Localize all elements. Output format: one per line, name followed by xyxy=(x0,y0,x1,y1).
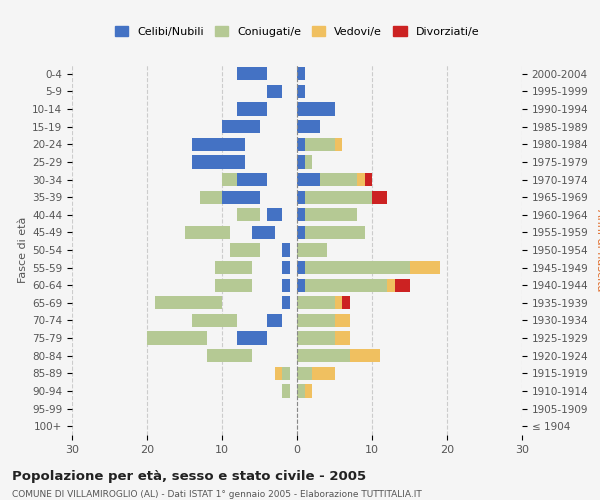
Bar xyxy=(305,190,372,204)
Bar xyxy=(297,278,305,292)
Bar xyxy=(342,296,349,310)
Bar xyxy=(395,278,409,292)
Bar xyxy=(387,278,395,292)
Bar xyxy=(365,173,372,186)
Bar xyxy=(222,314,229,327)
Bar xyxy=(237,332,267,344)
Bar xyxy=(282,244,290,256)
Bar xyxy=(297,226,305,239)
Bar xyxy=(215,261,252,274)
Bar xyxy=(252,226,275,239)
Bar xyxy=(372,190,387,204)
Bar xyxy=(192,138,245,151)
Bar xyxy=(229,244,260,256)
Y-axis label: Anni di nascita: Anni di nascita xyxy=(595,209,600,291)
Bar xyxy=(409,261,439,274)
Bar xyxy=(335,296,342,310)
Bar xyxy=(237,208,260,222)
Bar xyxy=(335,332,349,344)
Bar xyxy=(349,349,380,362)
Bar xyxy=(297,102,335,116)
Bar xyxy=(297,244,327,256)
Text: COMUNE DI VILLAMIROGLIO (AL) - Dati ISTAT 1° gennaio 2005 - Elaborazione TUTTITA: COMUNE DI VILLAMIROGLIO (AL) - Dati ISTA… xyxy=(12,490,422,499)
Bar xyxy=(215,278,252,292)
Bar xyxy=(185,226,229,239)
Bar xyxy=(305,156,312,168)
Bar xyxy=(199,190,229,204)
Bar xyxy=(297,332,335,344)
Bar xyxy=(237,67,267,80)
Bar xyxy=(267,208,282,222)
Bar xyxy=(229,138,237,151)
Bar xyxy=(297,190,305,204)
Bar xyxy=(320,173,357,186)
Bar xyxy=(267,85,282,98)
Bar xyxy=(282,384,290,398)
Bar xyxy=(297,314,335,327)
Y-axis label: Fasce di età: Fasce di età xyxy=(18,217,28,283)
Bar xyxy=(237,102,267,116)
Bar xyxy=(335,314,349,327)
Bar xyxy=(297,349,349,362)
Bar xyxy=(305,261,409,274)
Bar xyxy=(297,366,312,380)
Bar xyxy=(155,296,222,310)
Bar xyxy=(237,173,267,186)
Bar xyxy=(297,156,305,168)
Bar xyxy=(297,296,335,310)
Bar xyxy=(222,173,245,186)
Bar xyxy=(305,384,312,398)
Bar xyxy=(297,261,305,274)
Bar xyxy=(297,120,320,134)
Bar xyxy=(229,173,237,186)
Bar xyxy=(357,173,365,186)
Bar xyxy=(305,226,365,239)
Bar xyxy=(192,314,237,327)
Bar xyxy=(282,278,290,292)
Bar xyxy=(305,278,387,292)
Bar xyxy=(199,226,215,239)
Bar xyxy=(147,332,207,344)
Bar xyxy=(222,120,260,134)
Bar xyxy=(215,190,222,204)
Bar xyxy=(297,138,305,151)
Bar xyxy=(222,190,260,204)
Bar xyxy=(335,138,342,151)
Legend: Celibi/Nubili, Coniugati/e, Vedovi/e, Divorziati/e: Celibi/Nubili, Coniugati/e, Vedovi/e, Di… xyxy=(112,22,482,40)
Bar xyxy=(297,384,305,398)
Bar xyxy=(207,296,215,310)
Bar xyxy=(305,138,335,151)
Bar xyxy=(282,366,290,380)
Bar xyxy=(282,296,290,310)
Bar xyxy=(267,314,282,327)
Bar xyxy=(297,85,305,98)
Bar xyxy=(297,173,320,186)
Bar xyxy=(297,208,305,222)
Bar xyxy=(312,366,335,380)
Bar xyxy=(192,156,245,168)
Bar xyxy=(207,349,252,362)
Bar xyxy=(237,349,245,362)
Text: Popolazione per età, sesso e stato civile - 2005: Popolazione per età, sesso e stato civil… xyxy=(12,470,366,483)
Bar xyxy=(305,208,357,222)
Bar xyxy=(275,366,282,380)
Bar xyxy=(282,261,290,274)
Bar xyxy=(297,67,305,80)
